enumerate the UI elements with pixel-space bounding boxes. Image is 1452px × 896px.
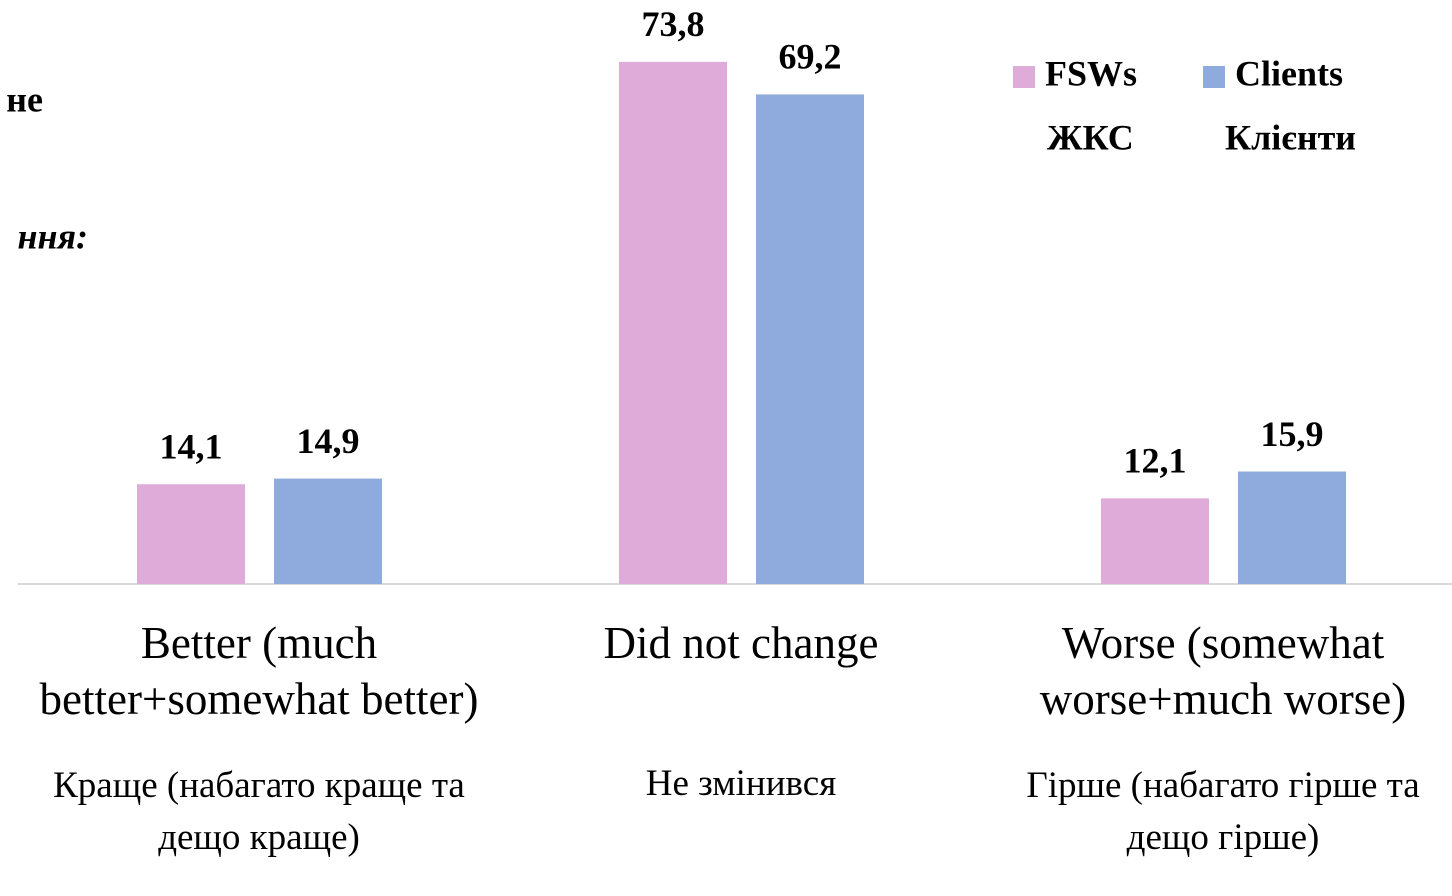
category-label: Worse (somewhat worse+much worse) Гірше (… (988, 615, 1452, 896)
value-label: 69,2 (779, 37, 842, 77)
value-label: 73,8 (642, 4, 705, 44)
category-label: Better (much better+somewhat better) Кращ… (24, 615, 494, 896)
bar (274, 478, 382, 584)
category-label: Did not change Не змінився (506, 615, 976, 896)
category-name: Did not change (603, 618, 879, 668)
bar (619, 61, 727, 585)
bar (1101, 498, 1209, 584)
legend-label: FSWs (1045, 53, 1137, 93)
category-subtitle: Гірше (набагато гірше та дещо гірше) (1026, 764, 1420, 858)
value-label: 12,1 (1124, 441, 1187, 481)
bar (137, 484, 245, 584)
legend-label: Clients (1235, 53, 1343, 93)
category-subtitle: Краще (набагато краще та дещо краще) (53, 764, 465, 858)
bar (756, 94, 864, 584)
category-name: Worse (somewhat worse+much worse) (1039, 618, 1407, 724)
annotation: ння: (17, 216, 88, 256)
legend-swatch (1203, 66, 1225, 88)
value-label: 15,9 (1261, 414, 1324, 454)
category-name: Better (much better+somewhat better) (39, 618, 479, 724)
legend-swatch (1013, 66, 1035, 88)
annotation: не (6, 79, 43, 119)
value-label: 14,1 (160, 427, 223, 467)
bar (1238, 471, 1346, 584)
value-label: 14,9 (297, 421, 360, 461)
legend-sublabel: Клієнти (1225, 117, 1356, 157)
legend-sublabel: ЖКС (1047, 117, 1134, 157)
category-subtitle: Не змінився (645, 762, 837, 804)
